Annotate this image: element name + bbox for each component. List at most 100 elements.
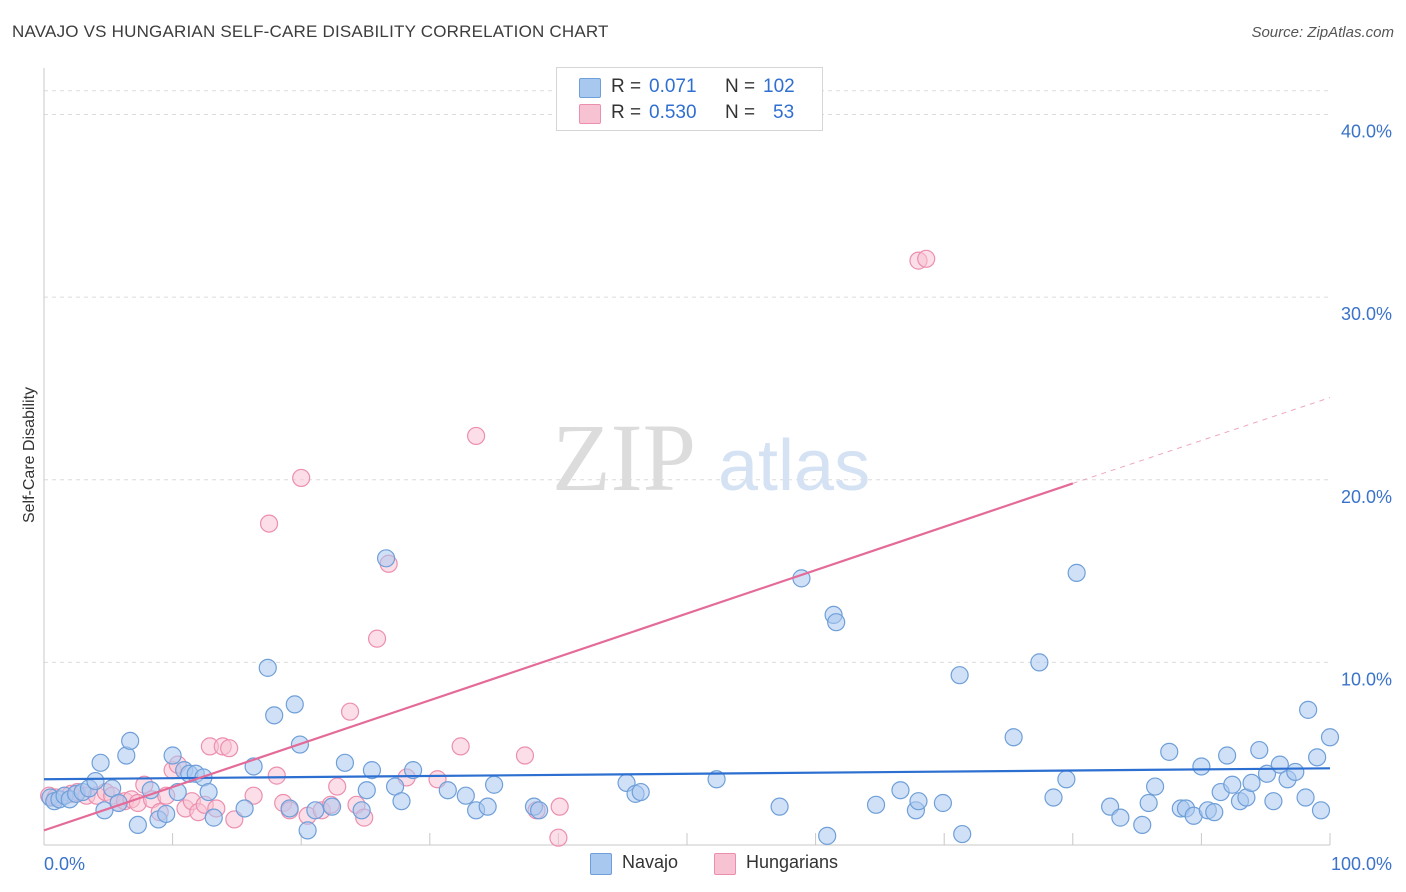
hungarians-point <box>340 702 360 721</box>
watermark: ZIP atlas <box>552 404 870 511</box>
navajo-point <box>1264 792 1283 811</box>
navajo-point <box>707 770 726 789</box>
navajo-point <box>322 797 342 816</box>
hungarians-legend-swatch <box>714 853 736 875</box>
navajo-point <box>456 786 475 805</box>
navajo-point <box>1311 801 1331 820</box>
navajo-point <box>866 795 886 814</box>
navajo-point <box>438 781 457 800</box>
navajo-point <box>86 771 105 791</box>
y-tick-label: 30.0% <box>1341 304 1392 324</box>
navajo-point <box>485 775 504 794</box>
navajo-r-value: 0.071 <box>649 76 697 97</box>
hungarians-point <box>466 426 486 446</box>
x-tick-label: 0.0% <box>44 854 85 874</box>
hungarians-point <box>244 786 263 805</box>
hungarians-point <box>515 746 535 765</box>
hungarians-trend-line <box>43 482 1074 832</box>
navajo-point <box>204 808 223 827</box>
navajo-point <box>1308 748 1327 767</box>
hungarians-n-label: N = <box>725 102 756 123</box>
chart-title: NAVAJO VS HUNGARIAN SELF-CARE DISABILITY… <box>12 22 609 41</box>
navajo-point <box>631 782 650 802</box>
x-tick-label: 100.0% <box>1331 854 1392 874</box>
navajo-point <box>285 695 304 714</box>
navajo-point <box>1146 777 1165 796</box>
hungarians-n-value: 53 <box>773 102 795 123</box>
navajo-point <box>1205 803 1224 822</box>
navajo-point <box>1057 770 1076 789</box>
navajo-point <box>891 781 910 800</box>
watermark-atlas: atlas <box>718 426 870 506</box>
hungarians-r-label: R = <box>611 102 642 123</box>
navajo-point <box>376 549 396 568</box>
navajo-point <box>1296 788 1315 807</box>
hungarians-point <box>267 766 286 785</box>
navajo-point <box>953 824 972 844</box>
y-tick-label: 10.0% <box>1341 669 1392 689</box>
navajo-points <box>41 549 1340 845</box>
navajo-r-label: R = <box>611 76 642 97</box>
navajo-point <box>1286 762 1305 782</box>
navajo-point <box>298 821 317 840</box>
navajo-point <box>362 761 382 780</box>
navajo-point <box>163 746 182 765</box>
navajo-point <box>1139 793 1158 813</box>
navajo-point <box>827 613 846 632</box>
navajo-point <box>392 792 411 811</box>
navajo-point <box>1250 740 1269 760</box>
trend-lines <box>43 397 1331 832</box>
hungarians-legend-label: Hungarians <box>746 852 839 872</box>
navajo-point <box>770 797 789 816</box>
navajo-point <box>199 782 218 802</box>
navajo-point <box>265 706 284 725</box>
y-tick-label: 20.0% <box>1341 487 1392 507</box>
navajo-point <box>1242 773 1261 793</box>
navajo-trend-line <box>43 767 1331 781</box>
hungarians-trend-extension <box>1072 397 1331 484</box>
hungarians-point <box>292 468 311 488</box>
hungarians-point <box>917 249 936 268</box>
navajo-swatch <box>579 78 601 98</box>
hungarians-r-value: 0.530 <box>649 102 697 123</box>
source-label: Source: ZipAtlas.com <box>1251 24 1394 41</box>
hungarians-point <box>220 739 239 758</box>
legend: R = 0.071 N = 102 R = 0.530 N = 53 <box>556 67 823 131</box>
navajo-point <box>478 797 497 816</box>
y-axis-label: Self-Care Disability <box>21 387 38 523</box>
navajo-n-label: N = <box>725 76 756 97</box>
navajo-legend-label: Navajo <box>622 852 679 872</box>
navajo-point <box>335 753 355 772</box>
navajo-point <box>1320 728 1340 747</box>
navajo-point <box>1192 757 1211 776</box>
watermark-zip: ZIP <box>552 404 696 511</box>
navajo-point <box>1299 700 1318 719</box>
navajo-point <box>1223 775 1242 794</box>
navajo-point <box>1218 746 1237 765</box>
navajo-point <box>818 826 837 845</box>
hungarians-point <box>367 629 387 648</box>
navajo-point <box>280 799 299 818</box>
navajo-point <box>306 801 325 820</box>
hungarians-point <box>549 828 568 847</box>
grid <box>44 90 1330 663</box>
navajo-point <box>909 792 928 811</box>
hungarians-point <box>328 777 347 796</box>
navajo-point <box>1067 563 1086 582</box>
hungarians-point <box>550 797 569 816</box>
navajo-point <box>258 658 277 677</box>
navajo-point <box>1030 653 1049 672</box>
navajo-point <box>157 804 176 824</box>
navajo-point <box>357 781 376 800</box>
navajo-point <box>235 799 254 818</box>
navajo-point <box>91 753 110 772</box>
navajo-point <box>1133 815 1152 835</box>
navajo-point <box>950 666 969 685</box>
navajo-point <box>933 793 953 813</box>
navajo-point <box>403 761 423 780</box>
tick-labels: 10.0% 20.0% 30.0% 40.0% 0.0% 100.0% <box>44 122 1392 874</box>
navajo-point <box>1111 808 1130 827</box>
navajo-point <box>1160 742 1179 761</box>
navajo-point <box>121 731 140 751</box>
